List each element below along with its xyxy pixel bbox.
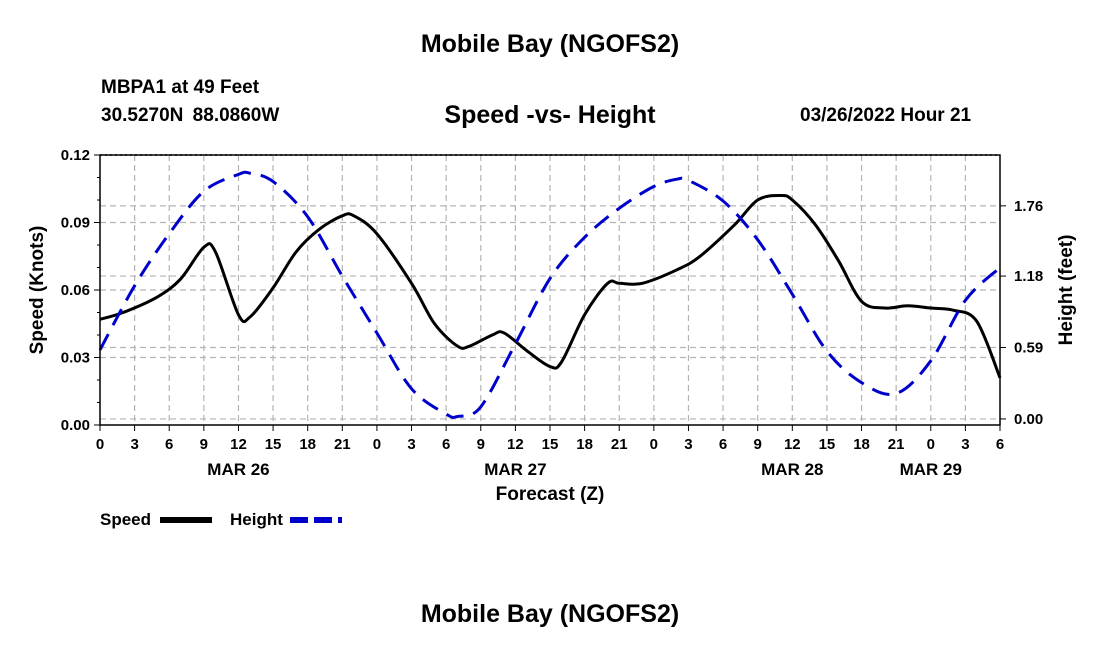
x-tick-label: 0 bbox=[96, 436, 104, 453]
x-tick-label: 0 bbox=[650, 436, 658, 453]
y-tick-label: 0.06 bbox=[61, 282, 90, 299]
x-tick-label: 3 bbox=[130, 436, 138, 453]
legend-label-speed: Speed bbox=[100, 510, 151, 529]
x-tick-label: 15 bbox=[542, 436, 559, 453]
y2-tick-label: 1.76 bbox=[1014, 198, 1043, 215]
y-tick-label: 0.00 bbox=[61, 417, 90, 434]
x-tick-label: 0 bbox=[373, 436, 381, 453]
chart-subtitle: Speed -vs- Height bbox=[444, 101, 656, 129]
x-tick-label: 9 bbox=[200, 436, 208, 453]
x-tick-label: 3 bbox=[407, 436, 415, 453]
y2-tick-label: 1.18 bbox=[1014, 268, 1043, 285]
date-label: MAR 29 bbox=[900, 460, 962, 479]
date-label: MAR 28 bbox=[761, 460, 823, 479]
grid bbox=[100, 155, 1000, 425]
x-tick-label: 21 bbox=[334, 436, 351, 453]
y-tick-label: 0.12 bbox=[61, 147, 90, 164]
y2-axis-label: Height (feet) bbox=[1056, 235, 1077, 346]
date-label: MAR 27 bbox=[484, 460, 546, 479]
x-tick-label: 21 bbox=[888, 436, 905, 453]
x-tick-label: 18 bbox=[299, 436, 316, 453]
x-tick-label: 12 bbox=[230, 436, 247, 453]
y-axis-label: Speed (Knots) bbox=[27, 226, 48, 355]
y2-tick-label: 0.59 bbox=[1014, 340, 1043, 357]
x-tick-label: 12 bbox=[784, 436, 801, 453]
coordinates-label: 30.5270N 88.0860W bbox=[101, 105, 280, 126]
x-tick-label: 3 bbox=[961, 436, 969, 453]
legend-label-height: Height bbox=[230, 510, 283, 529]
y-tick-label: 0.03 bbox=[61, 350, 90, 367]
axes: 0 3 6 9 12 15 18 21 0 3 6 9 12 15 18 21 0 3 6 9 12 15 18 21 0 3 60… bbox=[61, 147, 1043, 479]
x-tick-label: 0 bbox=[927, 436, 935, 453]
series-line-height bbox=[98, 170, 1002, 419]
y-tick-label: 0.09 bbox=[61, 215, 90, 232]
legend: Speed Height bbox=[100, 510, 342, 529]
x-tick-label: 6 bbox=[719, 436, 727, 453]
forecast-datetime: 03/26/2022 Hour 21 bbox=[800, 105, 972, 126]
x-tick-label: 21 bbox=[611, 436, 628, 453]
x-tick-label: 9 bbox=[754, 436, 762, 453]
x-tick-label: 18 bbox=[853, 436, 870, 453]
date-label: MAR 26 bbox=[207, 460, 269, 479]
x-tick-label: 6 bbox=[442, 436, 450, 453]
chart-title: Mobile Bay (NGOFS2) bbox=[420, 30, 680, 58]
x-tick-label: 3 bbox=[684, 436, 692, 453]
x-tick-label: 6 bbox=[165, 436, 173, 453]
x-axis-label: Forecast (Z) bbox=[496, 484, 605, 505]
x-tick-label: 15 bbox=[265, 436, 282, 453]
chart-title-secondary: Mobile Bay (NGOFS2) bbox=[420, 600, 680, 628]
series-layer bbox=[98, 170, 1002, 419]
x-tick-label: 12 bbox=[507, 436, 524, 453]
series-line-speed bbox=[99, 193, 1002, 379]
station-label: MBPA1 at 49 Feet bbox=[101, 77, 260, 98]
y2-tick-label: 0.00 bbox=[1014, 411, 1043, 428]
x-tick-label: 18 bbox=[576, 436, 593, 453]
x-tick-label: 9 bbox=[477, 436, 485, 453]
x-tick-label: 6 bbox=[996, 436, 1004, 453]
x-tick-label: 15 bbox=[819, 436, 836, 453]
